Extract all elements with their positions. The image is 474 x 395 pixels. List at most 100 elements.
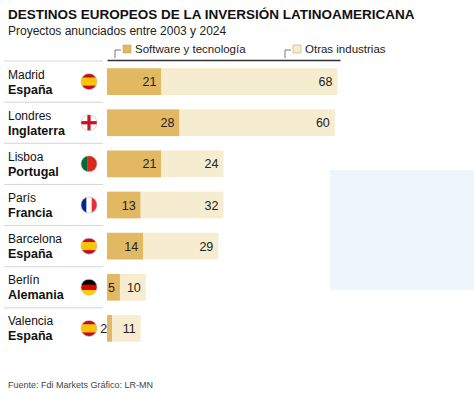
- country-label: Francia: [8, 206, 54, 220]
- flag-part: [81, 115, 97, 131]
- city-label: Londres: [8, 109, 51, 123]
- y-tick: LondresInglaterra: [8, 109, 107, 138]
- chart-container: DESTINOS EUROPEOS DE LA INVERSIÓN LATINO…: [0, 0, 474, 395]
- row-separator: [4, 307, 103, 308]
- y-tick: BarcelonaEspaña: [8, 232, 107, 261]
- bar: [107, 315, 112, 342]
- bar: [107, 109, 179, 136]
- country-label: España: [8, 329, 54, 343]
- y-tick-label: BarcelonaEspaña: [8, 232, 62, 261]
- decor-sky: [330, 170, 474, 290]
- y-tick-label: LisboaPortugal: [8, 150, 59, 179]
- flag-part: [81, 285, 97, 291]
- bar: [143, 233, 218, 260]
- flag: [81, 115, 97, 131]
- y-tick-label: MadridEspaña: [8, 68, 54, 97]
- flag-part: [86, 197, 92, 213]
- flag-border: [81, 238, 97, 254]
- flag-border: [81, 74, 97, 90]
- legend-item: Software y tecnología: [115, 43, 246, 58]
- city-label: París: [8, 191, 36, 205]
- flag: [81, 279, 97, 295]
- flag: [81, 74, 97, 90]
- city-label: Berlín: [8, 273, 39, 287]
- data-label: 21: [142, 75, 156, 89]
- city-label: Valencia: [8, 314, 53, 328]
- country-label: Inglaterra: [8, 124, 66, 138]
- flag-border: [81, 320, 97, 336]
- country-label: Alemania: [8, 288, 65, 302]
- legend-swatch: [123, 45, 131, 53]
- data-label: 21: [142, 157, 156, 171]
- flag-part: [81, 197, 87, 213]
- row-separator: [4, 266, 103, 267]
- y-tick: ParísFrancia: [8, 191, 107, 220]
- country-label: España: [8, 83, 54, 97]
- bar: [107, 150, 161, 177]
- x-axis-line: [108, 60, 341, 62]
- flag-part: [87, 156, 97, 172]
- y-tick-label: LondresInglaterra: [8, 109, 66, 138]
- bar: [161, 150, 223, 177]
- data-labels: 21282113145268602432291011: [100, 75, 332, 336]
- flag: [81, 238, 97, 254]
- flag: [81, 156, 97, 172]
- country-label: España: [8, 247, 54, 261]
- city-label: Madrid: [8, 68, 45, 82]
- data-label: 32: [205, 199, 219, 213]
- flag-part: [81, 86, 97, 90]
- bar: [112, 315, 140, 342]
- data-label: 24: [205, 157, 219, 171]
- data-label: 5: [108, 281, 115, 295]
- row-separator: [4, 225, 103, 226]
- bar: [120, 274, 146, 301]
- row-separator: [4, 143, 103, 144]
- bars: [107, 68, 337, 342]
- data-label: 11: [123, 322, 136, 336]
- flag-part: [81, 279, 97, 285]
- legend-label: Otras industrias: [305, 43, 386, 55]
- bar: [107, 233, 143, 260]
- legend-connector: [285, 50, 291, 58]
- city-label: Barcelona: [8, 232, 62, 246]
- row-separator: [4, 184, 103, 185]
- y-tick: BerlínAlemania: [8, 273, 107, 302]
- bar: [161, 68, 337, 95]
- chart-svg: DESTINOS EUROPEOS DE LA INVERSIÓN LATINO…: [0, 0, 474, 395]
- legend-swatch: [293, 45, 301, 53]
- city-label: Lisboa: [8, 150, 44, 164]
- legend-item: Otras industrias: [285, 43, 386, 58]
- bar: [107, 192, 141, 219]
- bar: [141, 192, 224, 219]
- data-label: 10: [127, 281, 141, 295]
- y-tick: LisboaPortugal: [8, 150, 107, 179]
- row-separator: [4, 102, 103, 103]
- data-label: 60: [316, 116, 330, 130]
- flag-border: [81, 156, 97, 172]
- country-label: Portugal: [8, 165, 59, 179]
- legend-connector: [115, 50, 121, 58]
- legend-label: Software y tecnología: [135, 43, 246, 55]
- flag-border: [81, 197, 97, 213]
- y-axis: MadridEspañaLondresInglaterraLisboaPortu…: [8, 61, 108, 351]
- title: DESTINOS EUROPEOS DE LA INVERSIÓN LATINO…: [8, 7, 415, 22]
- flag-border: [81, 115, 97, 131]
- bar: [179, 109, 334, 136]
- flag-part: [81, 78, 97, 86]
- bar: [107, 68, 161, 95]
- data-label: 28: [161, 116, 175, 130]
- flag: [81, 320, 97, 336]
- subtitle: Proyectos anunciados entre 2003 y 2024: [8, 24, 226, 38]
- y-tick-label: BerlínAlemania: [8, 273, 65, 302]
- flag-part: [81, 156, 88, 172]
- flag-part: [81, 121, 97, 124]
- y-tick: MadridEspaña: [8, 68, 107, 97]
- data-label: 2: [100, 322, 107, 336]
- data-label: 14: [124, 240, 138, 254]
- bar: [107, 274, 120, 301]
- source: Fuente: Fdi Markets Gráfico: LR-MN: [8, 380, 153, 390]
- y-tick: ValenciaEspaña: [8, 314, 107, 343]
- flag-part: [81, 324, 97, 332]
- flag: [81, 197, 97, 213]
- data-label: 29: [199, 240, 213, 254]
